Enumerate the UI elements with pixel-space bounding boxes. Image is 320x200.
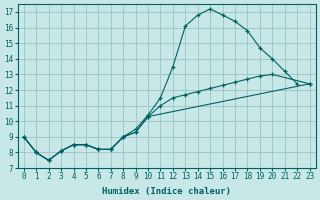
X-axis label: Humidex (Indice chaleur): Humidex (Indice chaleur)	[102, 187, 231, 196]
